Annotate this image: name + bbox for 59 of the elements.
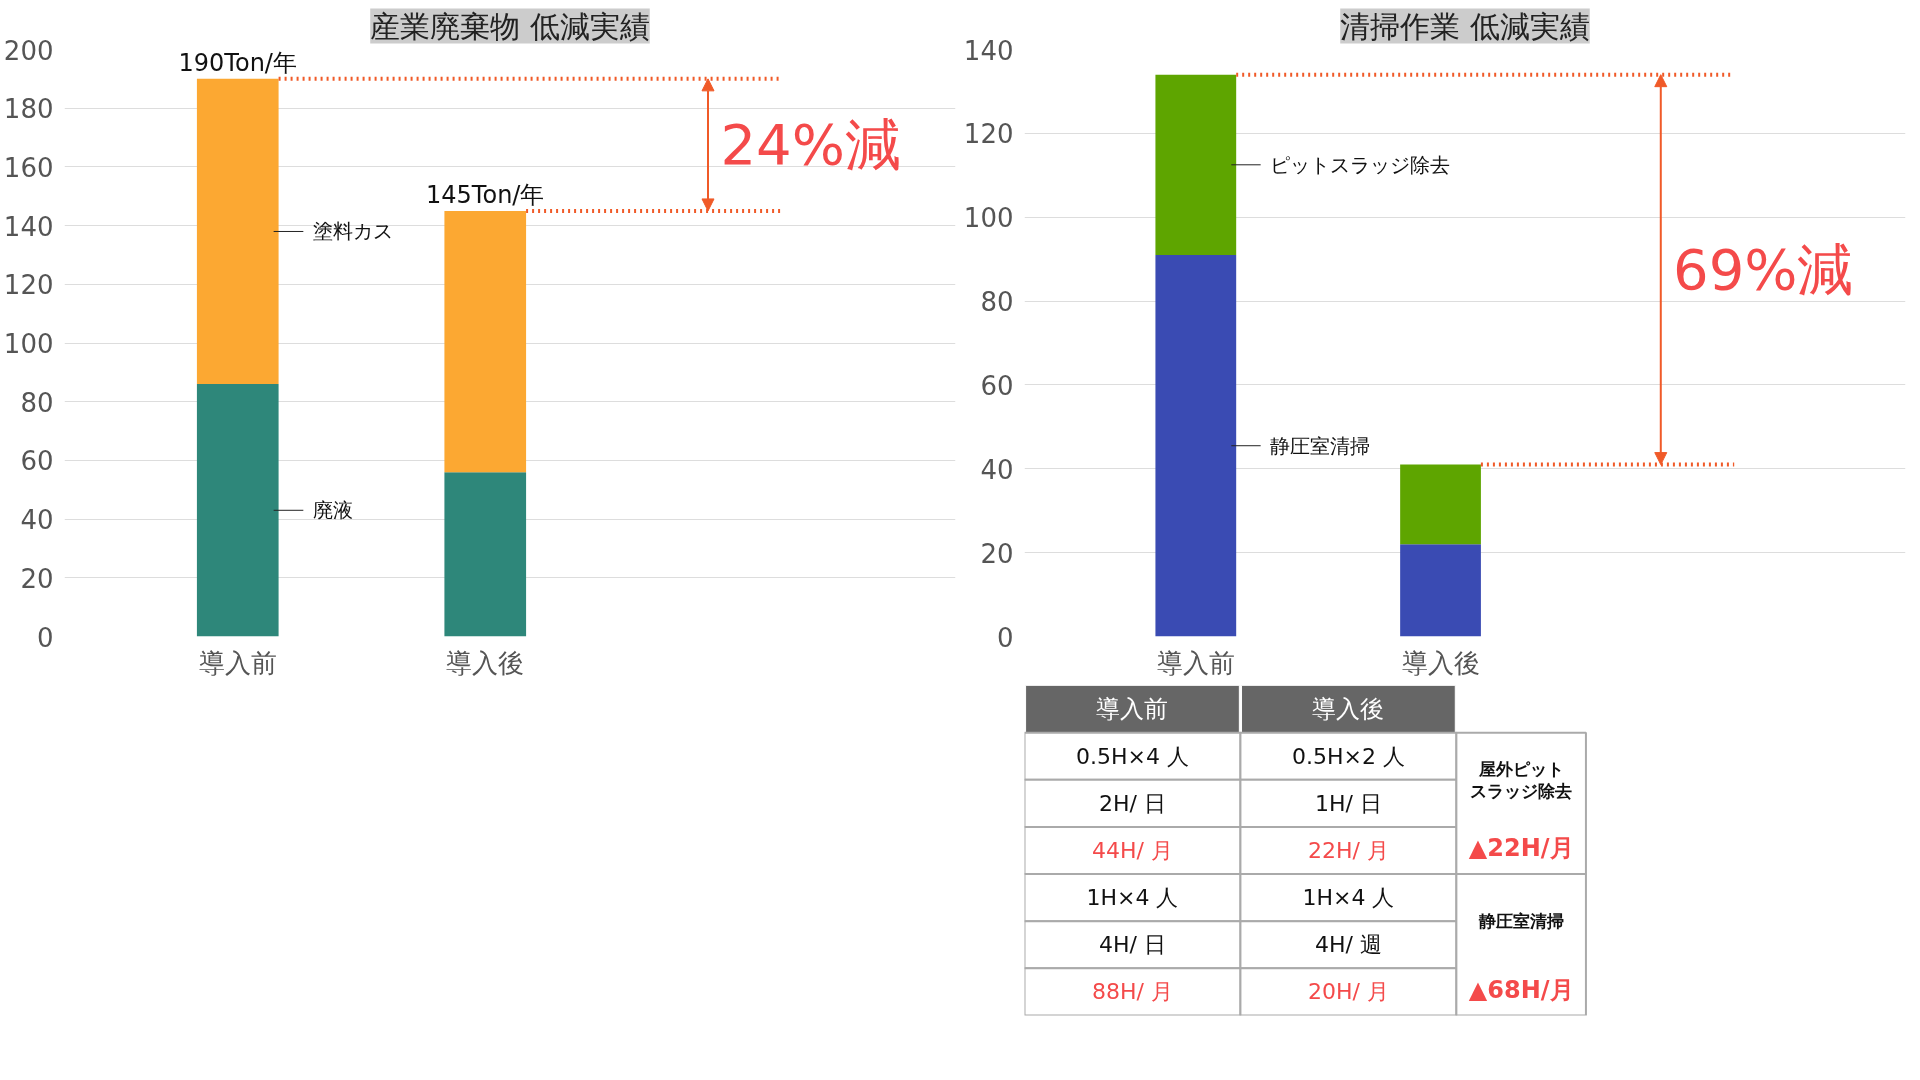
y-tick-label: 0 <box>36 622 54 653</box>
total-label: 190Ton/年 <box>178 48 297 77</box>
y-tick-label: 80 <box>980 287 1014 318</box>
x-tick-label: 導入後 <box>446 647 525 678</box>
category-label: 導入前 <box>1096 695 1169 724</box>
y-tick-label: 20 <box>980 538 1014 569</box>
text: 0.5H×4 人 <box>1075 743 1189 769</box>
text: 1H×4 人 <box>1302 885 1395 911</box>
y-tick-label: 40 <box>20 505 54 536</box>
chart-title: 清掃作業 低減実績 <box>1340 8 1590 44</box>
text: 22H/ 月 <box>1307 838 1389 863</box>
series-label: 廃液 <box>313 498 354 523</box>
total-label: 145Ton/年 <box>426 180 545 209</box>
y-tick-label: 140 <box>963 35 1014 66</box>
y-tick-label: 100 <box>963 203 1014 234</box>
bar <box>444 210 527 473</box>
y-tick-label: 40 <box>980 454 1014 485</box>
y-tick-label: 140 <box>3 211 54 242</box>
series-label: ピットスラッジ除去 <box>1270 152 1451 177</box>
y-tick-label: 80 <box>20 387 54 418</box>
y-tick-label: 0 <box>996 622 1014 653</box>
category-label: 導入後 <box>1312 695 1385 724</box>
text: ▲68H/月 <box>1468 975 1574 1004</box>
text: 44H/ 月 <box>1092 838 1173 863</box>
y-tick-label: 160 <box>3 152 54 183</box>
bar <box>1155 74 1237 255</box>
annotation: 69%減 <box>1673 237 1854 303</box>
bar <box>1400 464 1481 545</box>
text: 1H/ 日 <box>1314 790 1382 816</box>
y-tick-label: 60 <box>20 446 54 477</box>
y-tick-label: 120 <box>963 119 1014 150</box>
text: 0.5H×2 人 <box>1291 743 1405 769</box>
chart-title: 産業廃棄物 低減実績 <box>370 8 650 44</box>
text: ▲22H/月 <box>1468 834 1574 863</box>
text: 屋外ピットスラッジ除去 <box>1470 758 1573 801</box>
bar <box>196 384 279 637</box>
y-tick-label: 20 <box>20 563 54 594</box>
bar <box>196 78 279 385</box>
series-label: 静圧室清掃 <box>1270 433 1371 458</box>
y-tick-label: 180 <box>3 94 54 125</box>
bar <box>444 472 527 637</box>
text: 20H/ 月 <box>1307 979 1389 1005</box>
y-tick-label: 120 <box>3 270 54 301</box>
bar <box>1400 544 1481 637</box>
x-tick-label: 導入前 <box>198 647 277 678</box>
series-label: 塗料カス <box>313 219 394 244</box>
x-tick-label: 導入後 <box>1401 647 1480 678</box>
text: 4H/ 日 <box>1099 932 1166 958</box>
y-tick-label: 100 <box>3 329 54 359</box>
annotation: 24%減 <box>720 112 901 178</box>
x-tick-label: 導入前 <box>1156 647 1235 678</box>
text: 1H×4 人 <box>1086 885 1179 911</box>
text: 静圧室清掃 <box>1477 911 1564 932</box>
y-tick-label: 200 <box>3 35 54 66</box>
text: 88H/ 月 <box>1092 979 1173 1005</box>
text: 4H/ 週 <box>1314 932 1382 958</box>
y-tick-label: 60 <box>980 370 1014 401</box>
text: 2H/ 日 <box>1099 790 1166 816</box>
bar <box>1155 254 1237 637</box>
